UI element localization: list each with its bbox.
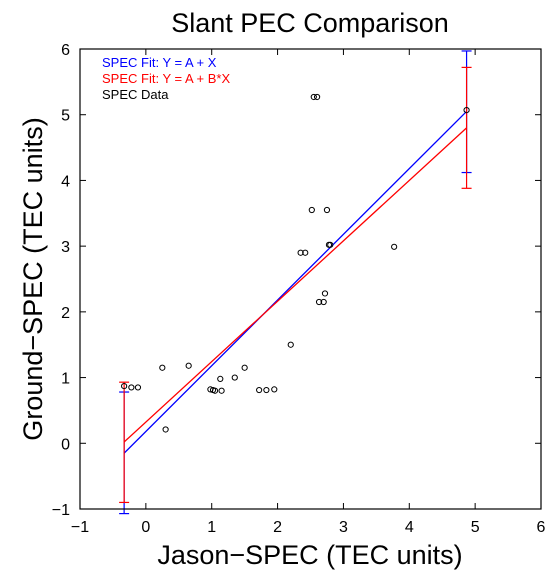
data-point: [263, 386, 270, 394]
y-tick-label: 3: [61, 239, 70, 256]
x-tick-label: −1: [71, 519, 89, 536]
y-tick-label: 1: [61, 371, 70, 388]
x-tick-label: 4: [405, 519, 414, 536]
data-point: [320, 298, 327, 306]
y-tick-label: 4: [61, 173, 70, 190]
data-point: [315, 298, 323, 306]
data-point: [463, 107, 470, 114]
x-tick-label: 3: [339, 519, 348, 536]
plot-area: [119, 50, 472, 515]
x-tick-label: 0: [141, 519, 150, 536]
data-point: [231, 374, 238, 381]
axis-ticks: −1 0 1 2 3 4 5 6 −1 0 1 2 3 4 5 6: [52, 42, 546, 536]
y-tick-label: 2: [61, 305, 70, 322]
data-point: [308, 206, 315, 214]
x-tick-label: 1: [207, 519, 216, 536]
data-point: [391, 243, 398, 250]
data-point: [162, 426, 169, 433]
data-point: [241, 364, 248, 371]
data-point: [327, 241, 334, 248]
data-point: [313, 93, 321, 101]
data-point: [159, 364, 166, 371]
data-point: [310, 93, 317, 101]
data-point: [218, 387, 225, 394]
y-tick-label: 0: [61, 436, 70, 453]
y-axis-label: Ground−SPEC (TEC units): [18, 117, 48, 440]
legend-entry: SPEC Fit: Y = A + X: [102, 55, 217, 70]
data-point: [256, 386, 263, 394]
data-point: [121, 383, 128, 390]
y-tick-label: 6: [61, 42, 70, 59]
x-axis-label: Jason−SPEC (TEC units): [157, 540, 462, 570]
y-tick-label: −1: [52, 502, 70, 519]
x-tick-label: 2: [273, 519, 282, 536]
data-point: [302, 249, 309, 256]
plot-frame: [79, 48, 542, 510]
y-tick-label: 5: [61, 108, 70, 125]
data-point: [211, 387, 219, 394]
x-tick-label: 5: [471, 519, 480, 536]
data-point: [128, 384, 135, 391]
legend-entry: SPEC Data: [102, 87, 169, 102]
fit-line-1: [123, 127, 468, 443]
data-point: [321, 290, 329, 297]
data-point: [323, 206, 331, 214]
data-point: [185, 362, 192, 369]
data-point: [271, 386, 278, 393]
legend-entry: SPEC Fit: Y = A + B*X: [102, 71, 230, 86]
data-point: [134, 384, 142, 391]
data-point: [287, 341, 294, 348]
chart-title: Slant PEC Comparison: [171, 8, 449, 38]
data-point: [217, 375, 224, 382]
data-point: [297, 249, 304, 256]
x-tick-label: 6: [537, 519, 546, 536]
fit-line-0: [123, 110, 468, 454]
